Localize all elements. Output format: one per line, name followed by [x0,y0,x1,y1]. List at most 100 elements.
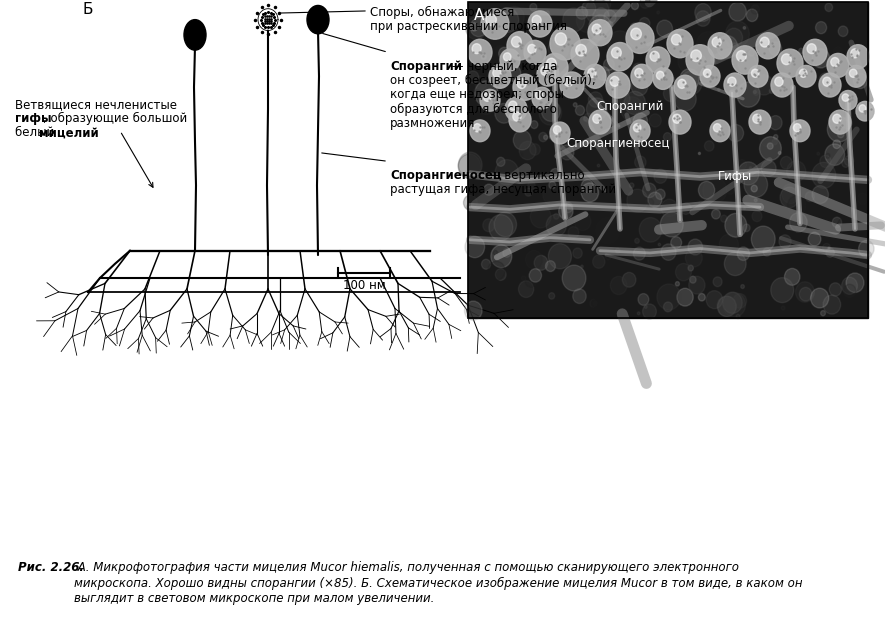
Circle shape [560,72,584,98]
Circle shape [820,155,831,167]
Circle shape [723,292,743,313]
Circle shape [712,40,731,59]
Circle shape [753,89,758,95]
Circle shape [846,273,864,293]
Circle shape [605,253,611,260]
Circle shape [545,261,556,272]
Circle shape [784,62,791,70]
Circle shape [568,227,579,238]
Circle shape [658,243,660,246]
Circle shape [664,86,678,102]
Circle shape [635,238,639,243]
Circle shape [712,37,721,47]
Circle shape [589,15,612,40]
Circle shape [496,20,512,37]
Circle shape [519,153,523,157]
Circle shape [681,203,691,214]
Circle shape [859,105,866,112]
Text: — черный, когда: — черный, когда [448,60,558,73]
Circle shape [546,58,557,69]
Circle shape [551,72,571,93]
Circle shape [781,54,791,65]
Circle shape [656,189,666,199]
Circle shape [749,110,771,134]
Circle shape [512,112,521,121]
Circle shape [751,185,758,192]
Circle shape [752,211,762,222]
Circle shape [532,51,541,61]
Circle shape [706,291,723,309]
Circle shape [726,21,750,47]
Circle shape [597,67,610,81]
Circle shape [823,77,831,86]
Circle shape [717,36,737,58]
Circle shape [558,203,573,219]
Circle shape [727,125,743,142]
Circle shape [624,91,645,114]
Circle shape [717,296,735,316]
Circle shape [844,156,854,166]
Circle shape [784,268,800,285]
Circle shape [458,154,481,178]
Circle shape [650,114,661,127]
Circle shape [675,263,691,281]
Circle shape [583,117,588,121]
Circle shape [751,69,759,77]
Circle shape [699,217,715,235]
Circle shape [805,192,814,201]
Circle shape [738,54,757,73]
Circle shape [853,73,867,89]
Circle shape [576,45,587,56]
Circle shape [737,82,760,107]
Circle shape [571,39,599,70]
Circle shape [837,217,855,236]
Circle shape [573,289,586,304]
Circle shape [746,9,758,22]
Circle shape [653,68,673,89]
Circle shape [532,15,542,26]
Circle shape [767,143,773,150]
Circle shape [535,91,543,99]
Circle shape [842,158,850,167]
Circle shape [729,89,737,98]
Text: , образующие большой: , образующие большой [43,112,188,125]
Circle shape [619,105,621,109]
Bar [468,2,868,318]
Text: 100 нм: 100 нм [342,279,385,292]
Circle shape [529,269,542,282]
Circle shape [542,54,568,82]
Circle shape [744,172,767,197]
Circle shape [737,247,750,261]
Circle shape [496,268,506,281]
Circle shape [466,17,487,40]
Circle shape [541,66,549,75]
Circle shape [553,36,563,47]
Circle shape [574,212,591,231]
Text: растущая гифа, несущая спорангий: растущая гифа, несущая спорангий [390,183,616,196]
Circle shape [858,240,874,258]
Circle shape [648,192,662,207]
Circle shape [473,123,481,132]
Circle shape [833,47,843,58]
Text: — вертикально: — вертикально [485,169,585,182]
Circle shape [482,98,489,105]
Circle shape [639,217,662,242]
Text: размножения: размножения [390,117,475,130]
Circle shape [667,29,693,58]
Circle shape [593,255,605,268]
Text: Спорангиеносец: Спорангиеносец [390,169,502,182]
Circle shape [799,49,804,54]
Circle shape [478,96,494,114]
Circle shape [627,24,650,49]
Circle shape [527,181,535,190]
Circle shape [815,22,827,34]
Circle shape [543,135,548,139]
Circle shape [531,121,538,128]
Circle shape [654,62,657,64]
Circle shape [481,9,509,39]
Circle shape [608,31,632,57]
Circle shape [748,65,768,87]
Circle shape [769,89,773,93]
Circle shape [549,38,568,60]
Circle shape [622,272,636,287]
